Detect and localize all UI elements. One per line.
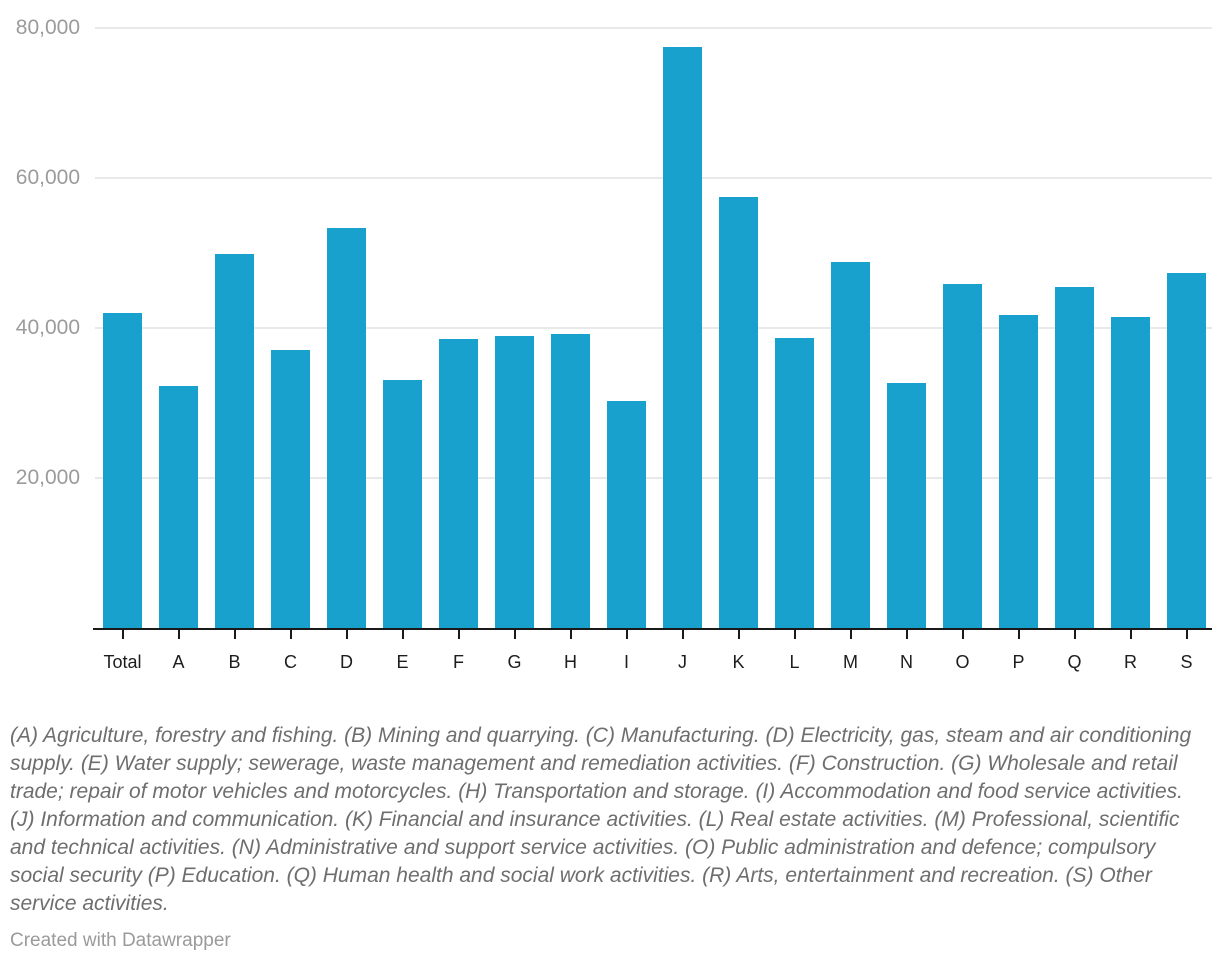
x-axis-label-j: J xyxy=(678,652,687,672)
bar-p xyxy=(999,315,1038,628)
x-axis-line xyxy=(93,628,1212,630)
x-axis-label-m: M xyxy=(843,652,858,672)
bar-n xyxy=(887,383,926,628)
y-axis-label: 60,000 xyxy=(15,166,80,189)
x-axis-tick xyxy=(681,630,684,639)
gridline-40000 xyxy=(95,327,1212,329)
bar-total xyxy=(103,313,142,628)
x-axis-label-e: E xyxy=(396,652,409,672)
x-axis-tick xyxy=(345,630,348,639)
bar-q xyxy=(1055,287,1094,628)
bar-c xyxy=(271,350,310,628)
x-axis-tick xyxy=(625,630,628,639)
bar-i xyxy=(607,401,646,628)
x-axis-tick xyxy=(793,630,796,639)
bar-m xyxy=(831,262,870,628)
x-axis-tick xyxy=(289,630,292,639)
gridline-60000 xyxy=(95,177,1212,179)
x-axis-tick xyxy=(961,630,964,639)
x-axis-tick xyxy=(569,630,572,639)
gridline-80000 xyxy=(95,27,1212,29)
x-axis-label-l: L xyxy=(789,652,800,672)
x-axis-tick xyxy=(513,630,516,639)
x-axis-tick xyxy=(1017,630,1020,639)
x-axis-label-d: D xyxy=(340,652,353,672)
gridline-20000 xyxy=(95,477,1212,479)
bar-d xyxy=(327,228,366,628)
x-axis-label-i: I xyxy=(623,652,629,672)
x-axis-label-r: R xyxy=(1124,652,1137,672)
x-axis-tick xyxy=(1073,630,1076,639)
x-axis-label-s: S xyxy=(1180,652,1193,672)
x-axis-tick xyxy=(457,630,460,639)
x-axis-label-g: G xyxy=(507,652,522,672)
bar-g xyxy=(495,336,534,628)
x-axis-tick xyxy=(737,630,740,639)
x-axis-label-h: H xyxy=(564,652,577,672)
x-axis-tick xyxy=(401,630,404,639)
x-axis-label-k: K xyxy=(732,652,745,672)
bar-a xyxy=(159,386,198,628)
x-axis-label-b: B xyxy=(228,652,241,672)
bar-r xyxy=(1111,317,1150,628)
y-axis-label: 20,000 xyxy=(15,466,80,489)
x-axis-label-a: A xyxy=(172,652,185,672)
datawrapper-credit: Created with Datawrapper xyxy=(10,930,231,951)
bar-e xyxy=(383,380,422,628)
plot-area: 20,000 40,000 60,000 80,000 Total A B C D E F G H I J K… xyxy=(15,16,1212,672)
x-axis-label-c: C xyxy=(284,652,297,672)
x-axis-tick xyxy=(849,630,852,639)
x-axis-tick xyxy=(1129,630,1132,639)
x-axis-label-n: N xyxy=(900,652,913,672)
x-axis-tick xyxy=(177,630,180,639)
x-axis-label-p: P xyxy=(1012,652,1025,672)
bar-k xyxy=(719,197,758,628)
x-axis-tick xyxy=(905,630,908,639)
bar-h xyxy=(551,334,590,628)
bar-j xyxy=(663,47,702,628)
bar-o xyxy=(943,284,982,628)
bar-f xyxy=(439,339,478,628)
bar-l xyxy=(775,338,814,628)
x-axis-tick xyxy=(1185,630,1188,639)
x-axis-label-q: Q xyxy=(1067,652,1082,672)
x-axis-label-total: Total xyxy=(103,652,142,672)
y-axis-label: 80,000 xyxy=(15,16,80,39)
bar-s xyxy=(1167,273,1206,628)
x-axis-tick xyxy=(233,630,236,639)
x-axis-label-f: F xyxy=(453,652,464,672)
x-axis-label-o: O xyxy=(955,652,970,672)
footnote: (A) Agriculture, forestry and fishing. (… xyxy=(10,724,1192,915)
bar-b xyxy=(215,254,254,628)
x-axis-tick xyxy=(121,630,124,639)
y-axis-label: 40,000 xyxy=(15,316,80,339)
